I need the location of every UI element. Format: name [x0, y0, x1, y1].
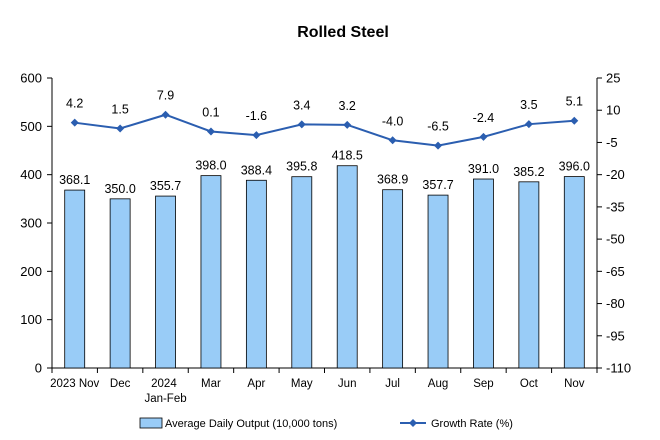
bar [245, 179, 267, 369]
left-axis-tick-label: 400 [20, 167, 42, 182]
x-axis-category-label: Sep [473, 378, 493, 390]
right-axis-tick-label: -110 [606, 361, 631, 376]
left-axis-tick-label: 500 [20, 119, 42, 134]
right-axis-tick-label: -35 [606, 199, 625, 214]
left-axis-tick-label: 600 [20, 71, 42, 86]
growth-rate-point [116, 124, 125, 133]
growth-rate-label: -4.0 [382, 114, 404, 128]
right-axis-tick-label: -5 [606, 135, 618, 150]
growth-rate-point [388, 136, 397, 145]
legend-line-label: Growth Rate (%) [431, 418, 513, 430]
bar-value-label: 395.8 [286, 160, 317, 174]
growth-rate-point [161, 110, 170, 119]
right-axis-tick-label: -80 [606, 296, 625, 311]
bar [291, 176, 313, 369]
bar-value-label: 385.2 [513, 165, 544, 179]
growth-rate-point [524, 120, 533, 129]
growth-rate-point [479, 132, 488, 141]
bar-value-label: 398.0 [195, 159, 226, 173]
bar [382, 189, 404, 369]
legend-bar-swatch [139, 417, 163, 429]
x-axis-category-label: Dec [110, 378, 131, 390]
bar-value-label: 350.0 [104, 182, 135, 196]
growth-rate-label: 3.5 [520, 98, 537, 112]
right-axis-tick-label: -95 [606, 328, 625, 343]
bar-value-label: 396.0 [559, 160, 590, 174]
bar-value-label: 388.4 [241, 163, 272, 177]
bar-value-label: 368.9 [377, 173, 408, 187]
x-axis-category-label: 2023 Nov [50, 378, 99, 390]
growth-rate-point [570, 116, 579, 125]
x-axis-category-label: 2024 Jan-Feb [144, 378, 186, 405]
x-axis-category-label: Aug [428, 378, 448, 390]
bar [518, 181, 540, 369]
growth-rate-point [206, 127, 215, 136]
left-axis-tick-label: 200 [20, 264, 42, 279]
bar [109, 198, 131, 369]
growth-rate-label: -1.6 [246, 109, 268, 123]
x-axis-category-label: Nov [564, 378, 585, 390]
legend-bar-label: Average Daily Output (10,000 tons) [165, 418, 337, 430]
bar [64, 189, 86, 369]
growth-rate-point [252, 131, 261, 140]
plot-area: 0 100 200 300 400 500 600 25 10 -5 -20 -35 -50 -65 -80… [20, 71, 631, 406]
bar-value-label: 355.7 [150, 179, 181, 193]
growth-rate-label: 5.1 [566, 95, 583, 109]
left-axis-tick-label: 300 [20, 216, 42, 231]
growth-rate-point [343, 120, 352, 129]
x-axis-category-label: Jun [338, 378, 357, 390]
x-axis-category-label: Mar [201, 378, 221, 390]
growth-rate-label: 0.1 [202, 105, 219, 119]
bar [563, 176, 585, 369]
bar-value-label: 368.1 [59, 173, 90, 187]
growth-rate-label: 4.2 [66, 97, 83, 111]
bar [473, 178, 494, 369]
x-axis-category-label: May [291, 378, 313, 390]
growth-rate-point [434, 141, 443, 150]
bar-value-label: 391.0 [468, 162, 499, 176]
growth-rate-label: 3.4 [293, 98, 310, 112]
growth-rate-label: 7.9 [157, 89, 174, 103]
growth-rate-label: -2.4 [473, 111, 495, 125]
bar [336, 165, 358, 369]
right-axis-tick-label: -65 [606, 264, 625, 279]
right-axis-tick-label: 25 [606, 71, 620, 86]
right-axis-tick-label: -20 [606, 167, 625, 182]
legend-line-marker [409, 419, 417, 427]
left-axis-tick-label: 0 [35, 361, 42, 376]
bar-value-label: 357.7 [422, 178, 453, 192]
bar [427, 194, 449, 369]
x-axis-category-label: Jul [385, 378, 400, 390]
bar-value-label: 418.5 [332, 149, 363, 163]
growth-rate-label: 3.2 [339, 99, 356, 113]
right-axis-tick-label: 10 [606, 103, 620, 118]
left-axis-tick-label: 100 [20, 312, 42, 327]
growth-rate-point [70, 118, 79, 127]
bar [155, 195, 176, 369]
growth-rate-line [74, 113, 575, 147]
legend: Average Daily Output (10,000 tons) Growth… [139, 417, 513, 430]
bar [200, 175, 222, 369]
x-axis-category-label: Apr [247, 378, 265, 390]
chart-title: Rolled Steel [297, 24, 389, 41]
growth-rate-point [297, 120, 306, 129]
growth-rate-label: 1.5 [111, 102, 128, 116]
right-axis-tick-label: -50 [606, 232, 625, 247]
x-axis-category-label: Oct [520, 378, 539, 390]
growth-rate-label: -6.5 [427, 120, 449, 134]
